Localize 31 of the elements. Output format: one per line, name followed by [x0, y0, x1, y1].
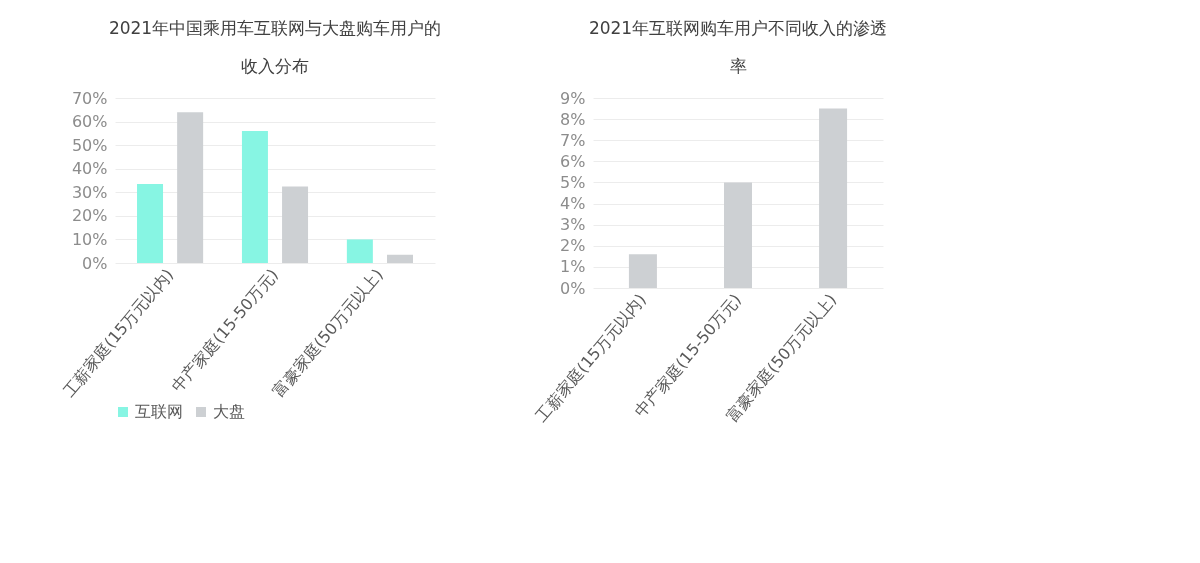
bar: [386, 254, 413, 263]
y-tick-label: 0%: [560, 278, 586, 298]
y-tick-label: 50%: [71, 135, 108, 155]
y-tick-label: 5%: [560, 172, 586, 192]
bar: [241, 131, 268, 263]
bar: [137, 184, 164, 263]
y-tick-label: 70%: [71, 88, 108, 108]
legend-label: 大盘: [213, 402, 245, 421]
bar: [628, 254, 657, 288]
y-tick-label: 7%: [560, 130, 586, 150]
y-tick-label: 2%: [560, 236, 586, 256]
y-tick-label: 8%: [560, 109, 586, 129]
y-tick-label: 20%: [71, 206, 108, 226]
legend-label: 互联网: [135, 402, 183, 421]
y-tick-label: 3%: [560, 215, 586, 235]
bar: [282, 186, 309, 263]
y-tick-label: 40%: [71, 159, 108, 179]
chart-title: 2021年中国乘用车互联网与大盘购车用户的收入分布: [108, 18, 442, 76]
bar: [724, 182, 752, 288]
bar: [346, 239, 373, 263]
y-tick-label: 0%: [82, 253, 108, 273]
y-tick-label: 60%: [71, 112, 108, 132]
bar: [819, 108, 848, 288]
chart-title: 2021年互联网购车用户不同收入的渗透率: [588, 18, 888, 76]
y-tick-label: 30%: [71, 182, 108, 202]
y-tick-label: 9%: [560, 88, 586, 108]
y-tick-label: 6%: [560, 151, 586, 171]
bar: [177, 112, 204, 263]
y-tick-label: 4%: [560, 194, 586, 214]
y-tick-label: 10%: [71, 229, 108, 249]
y-tick-label: 1%: [560, 257, 586, 277]
